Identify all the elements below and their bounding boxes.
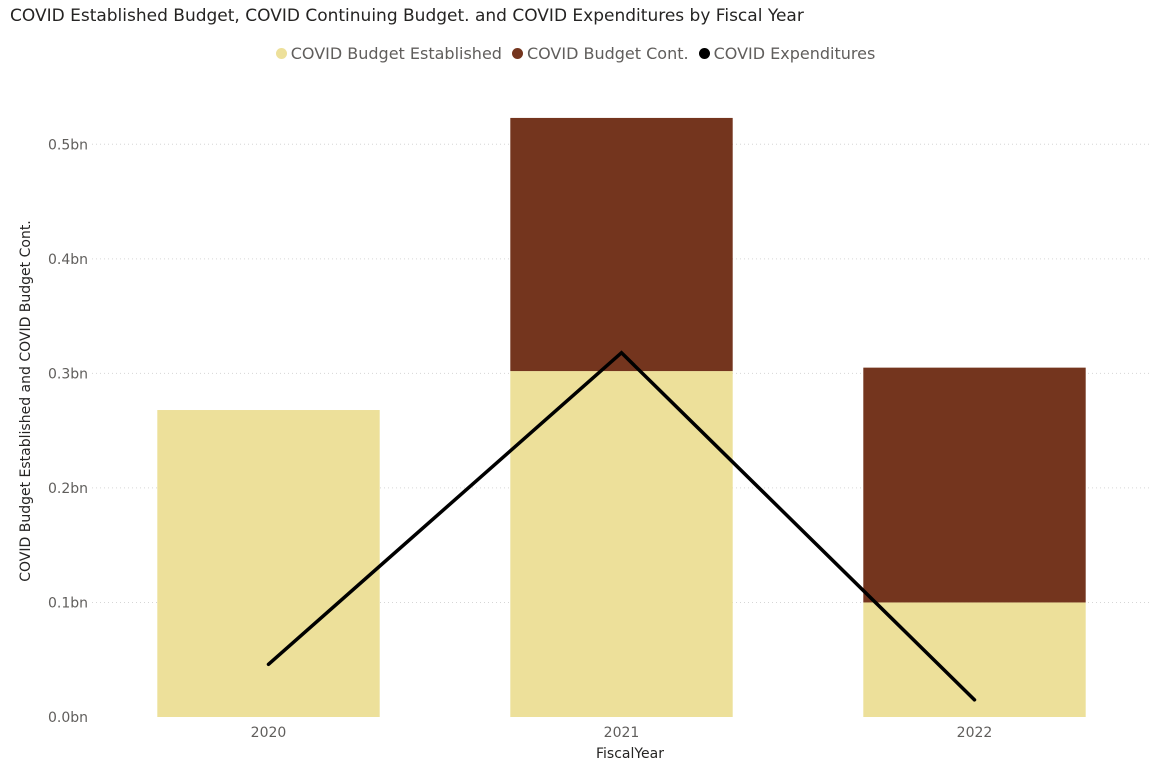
legend-marker-expenditures (698, 48, 710, 59)
bar-2022-series-1[interactable] (863, 367, 1086, 603)
legend-marker-continuing (511, 48, 523, 59)
y-tick-label-1: 0.1bn (48, 595, 88, 611)
legend-label-continuing: COVID Budget Cont. (526, 44, 689, 63)
x-axis-ticks: 2020 2021 2022 (251, 725, 993, 741)
x-tick-label-2020: 2020 (251, 725, 287, 741)
legend-item-continuing[interactable]: COVID Budget Cont. (511, 44, 689, 63)
y-axis-title: COVID Budget Established and COVID Budge… (18, 220, 34, 582)
expenditures-line[interactable] (266, 350, 977, 702)
legend-item-established[interactable]: COVID Budget Established (275, 44, 502, 63)
line-layer (266, 350, 977, 702)
y-axis-ticks: 0.0bn 0.1bn 0.2bn 0.3bn 0.4bn 0.5bn (48, 137, 88, 726)
y-tick-label-0: 0.0bn (48, 710, 88, 726)
legend-item-expenditures[interactable]: COVID Expenditures (698, 44, 876, 63)
legend-label-established: COVID Budget Established (290, 44, 502, 63)
x-tick-label-2022: 2022 (957, 725, 993, 741)
chart-title: COVID Established Budget, COVID Continui… (10, 6, 804, 26)
bar-2020-series-0[interactable] (157, 410, 380, 717)
legend-marker-established (275, 48, 287, 59)
bar-2021-series-0[interactable] (510, 371, 733, 717)
x-axis-title: FiscalYear (596, 746, 664, 762)
y-tick-label-2: 0.2bn (48, 481, 88, 497)
y-tick-label-3: 0.3bn (48, 366, 88, 382)
y-tick-label-5: 0.5bn (48, 137, 88, 153)
legend: COVID Budget Established COVID Budget Co… (0, 44, 1151, 63)
y-tick-label-4: 0.4bn (48, 252, 88, 268)
bar-2021-series-1[interactable] (510, 117, 733, 372)
bars (157, 117, 1086, 717)
x-tick-label-2021: 2021 (604, 725, 640, 741)
legend-label-expenditures: COVID Expenditures (713, 44, 876, 63)
